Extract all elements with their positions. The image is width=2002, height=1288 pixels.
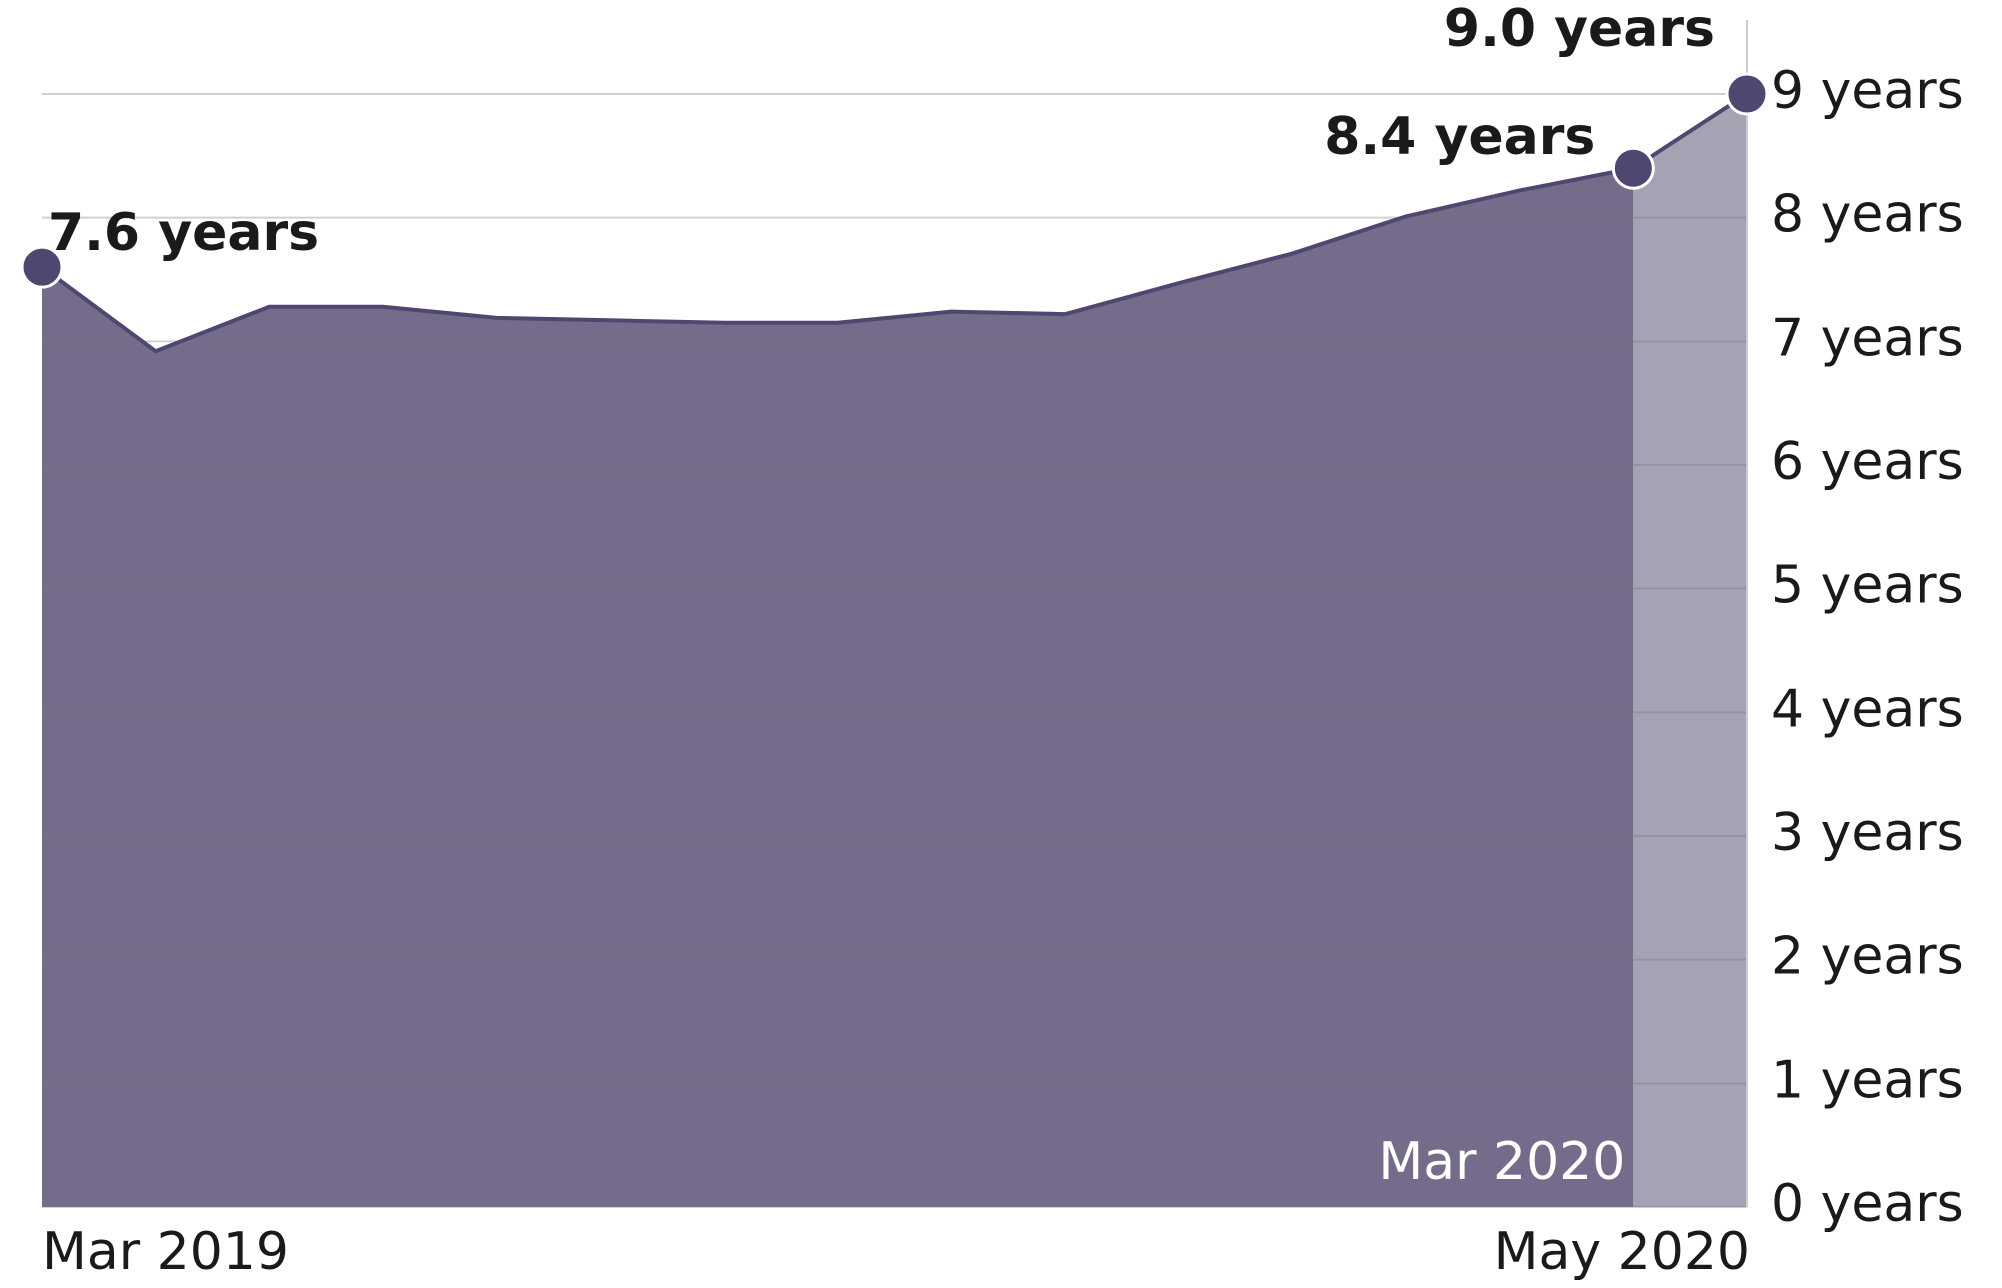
marker (1611, 146, 1655, 190)
area (42, 168, 1634, 1208)
annotation: Mar 2020 (1378, 1132, 1625, 1192)
y-tick-label: 2 years (1771, 927, 1964, 987)
y-tick-label: 0 years (1771, 1174, 1964, 1234)
marker (20, 245, 64, 289)
y-tick-label: 9 years (1771, 61, 1964, 121)
marker (1725, 72, 1769, 116)
area-highlight (1633, 94, 1747, 1207)
y-tick-label: 7 years (1771, 308, 1964, 368)
y-tick-label: 5 years (1771, 556, 1964, 616)
value-label: 8.4 years (1324, 107, 1595, 167)
y-tick-label: 1 years (1771, 1050, 1964, 1110)
x-tick-label: Mar 2019 (42, 1222, 289, 1282)
y-tick-label: 6 years (1771, 432, 1964, 492)
value-label: 9.0 years (1444, 0, 1715, 59)
line (40, 92, 1749, 354)
y-tick-label: 3 years (1771, 803, 1964, 863)
value-label: 7.6 years (48, 203, 319, 263)
y-tick-label: 4 years (1771, 679, 1964, 739)
y-tick-label: 8 years (1771, 185, 1964, 245)
x-tick-label: May 2020 (1494, 1222, 1750, 1282)
